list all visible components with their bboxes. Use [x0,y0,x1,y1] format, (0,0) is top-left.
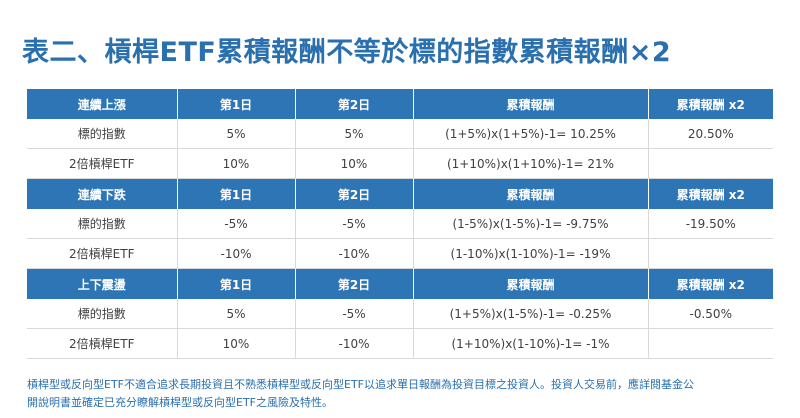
day1-cell: -5% [177,209,296,239]
table-row: 標的指數 -5% -5% (1-5%)x(1-5%)-1= -9.75% -19… [27,209,773,239]
cumulative-cell: (1-10%)x(1-10%)-1= -19% [413,238,649,269]
cumulative-cell: (1+10%)x(1+10%)-1= 21% [413,148,649,179]
cumulative-x2-header: 累積報酬 x2 [648,268,773,299]
cumulative-return-header: 累積報酬 [413,178,649,209]
row-label: 2倍槓桿ETF [27,328,178,359]
day1-cell: 5% [177,299,296,329]
scenario-header: 連續上漲 [27,89,178,119]
day1-cell: 10% [177,328,296,359]
scenario-header: 連續下跌 [27,178,178,209]
disclaimer-line-1: 槓桿型或反向型ETF不適合追求長期投資且不熟悉槓桿型或反向型ETF以追求單日報酬… [27,378,694,391]
row-label: 2倍槓桿ETF [27,148,178,179]
cumulative-return-header: 累積報酬 [413,89,649,119]
cumulative-x2-cell [648,238,773,269]
table-header-row: 上下震盪 第1日 第2日 累積報酬 累積報酬 x2 [27,268,773,299]
day2-header: 第2日 [295,89,414,119]
day2-cell: 10% [295,148,414,179]
day2-cell: -5% [295,209,414,239]
day1-cell: -10% [177,238,296,269]
day2-cell: 5% [295,119,414,149]
risk-disclaimer: 槓桿型或反向型ETF不適合追求長期投資且不熟悉槓桿型或反向型ETF以追求單日報酬… [27,376,787,412]
table-header-row: 連續下跌 第1日 第2日 累積報酬 累積報酬 x2 [27,178,773,209]
day1-cell: 10% [177,148,296,179]
row-label: 標的指數 [27,209,178,239]
cumulative-cell: (1+5%)x(1+5%)-1= 10.25% [413,119,649,149]
cumulative-return-header: 累積報酬 [413,268,649,299]
day1-header: 第1日 [177,178,296,209]
day2-header: 第2日 [295,268,414,299]
day2-cell: -10% [295,238,414,269]
row-label: 標的指數 [27,299,178,329]
cumulative-cell: (1-5%)x(1-5%)-1= -9.75% [413,209,649,239]
day1-cell: 5% [177,119,296,149]
cumulative-cell: (1+10%)x(1-10%)-1= -1% [413,328,649,359]
day1-header: 第1日 [177,89,296,119]
table-header-row: 連續上漲 第1日 第2日 累積報酬 累積報酬 x2 [27,89,773,119]
returns-comparison-table: 連續上漲 第1日 第2日 累積報酬 累積報酬 x2 標的指數 5% 5% (1+… [27,89,773,359]
scenario-header: 上下震盪 [27,268,178,299]
row-label: 2倍槓桿ETF [27,238,178,269]
table-row: 2倍槓桿ETF 10% -10% (1+10%)x(1-10%)-1= -1% [27,328,773,359]
day2-cell: -5% [295,299,414,329]
cumulative-x2-cell: 20.50% [648,119,773,149]
table-row: 2倍槓桿ETF 10% 10% (1+10%)x(1+10%)-1= 21% [27,148,773,179]
cumulative-x2-cell [648,328,773,359]
cumulative-x2-cell: -19.50% [648,209,773,239]
cumulative-x2-header: 累積報酬 x2 [648,178,773,209]
cumulative-cell: (1+5%)x(1-5%)-1= -0.25% [413,299,649,329]
cumulative-x2-cell [648,148,773,179]
row-label: 標的指數 [27,119,178,149]
disclaimer-line-2: 開說明書並確定已充分瞭解槓桿型或反向型ETF之風險及特性。 [27,396,333,409]
day2-cell: -10% [295,328,414,359]
cumulative-x2-header: 累積報酬 x2 [648,89,773,119]
table-row: 標的指數 5% -5% (1+5%)x(1-5%)-1= -0.25% -0.5… [27,299,773,329]
cumulative-x2-cell: -0.50% [648,299,773,329]
table-row: 標的指數 5% 5% (1+5%)x(1+5%)-1= 10.25% 20.50… [27,119,773,149]
day2-header: 第2日 [295,178,414,209]
day1-header: 第1日 [177,268,296,299]
page-title: 表二、槓桿ETF累積報酬不等於標的指數累積報酬×2 [22,37,672,68]
table-row: 2倍槓桿ETF -10% -10% (1-10%)x(1-10%)-1= -19… [27,238,773,269]
